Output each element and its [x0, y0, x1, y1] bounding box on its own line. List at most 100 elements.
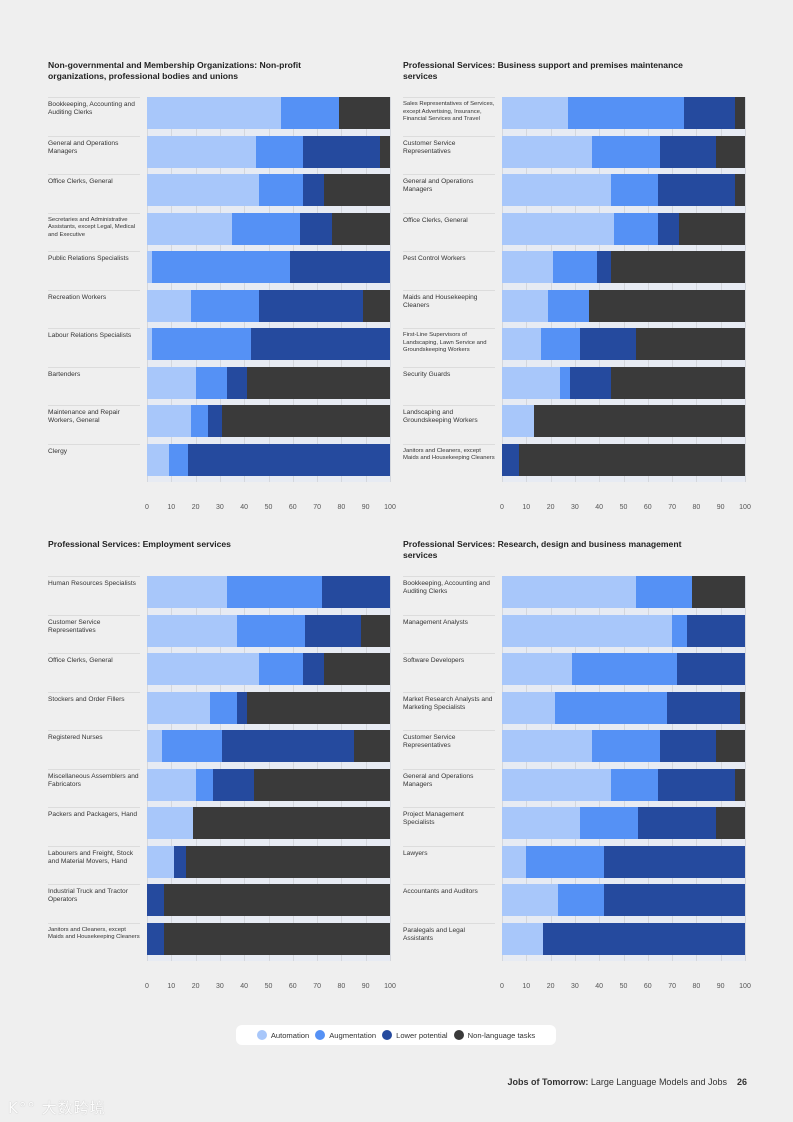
bar-segment-lower-potential	[604, 884, 745, 916]
bar-segment-augmentation	[526, 845, 605, 878]
bar-segment-automation	[502, 135, 592, 168]
bar-segment-non-language-tasks	[353, 730, 390, 762]
x-tick-label: 100	[739, 504, 751, 511]
bar-segment-non-language-tasks	[222, 405, 390, 437]
bar-segment-lower-potential	[222, 730, 354, 762]
category-label: Office Clerks, General	[48, 174, 140, 212]
bar-segment-automation	[502, 768, 612, 801]
bar-segment-lower-potential	[207, 405, 223, 437]
x-tick-label: 60	[288, 504, 297, 511]
augmentation-swatch-icon	[315, 1030, 326, 1040]
bar-segment-augmentation	[540, 328, 580, 360]
bar-segment-lower-potential	[659, 135, 716, 168]
bar-segment-lower-potential	[304, 614, 361, 647]
x-tick-label: 60	[643, 983, 652, 990]
bar-segment-non-language-tasks	[363, 289, 390, 322]
bar-segment-lower-potential	[188, 443, 390, 476]
stacked-bar	[502, 768, 745, 801]
bar-segment-lower-potential	[290, 251, 390, 283]
category-label: Janitors and Cleaners, except Maids and …	[48, 922, 140, 961]
category-label: Lawyers	[403, 845, 495, 884]
lower-potential-swatch-icon	[382, 1030, 393, 1040]
bar-segment-augmentation	[195, 366, 228, 399]
bar-segment-lower-potential	[657, 212, 680, 245]
x-tick-label: 30	[215, 504, 224, 511]
bar-segment-augmentation	[151, 251, 291, 283]
category-label: Paralegals and Legal Assistants	[403, 922, 495, 961]
bar-segment-non-language-tasks	[679, 212, 745, 245]
footer-title-bold: Jobs of Tomorrow:	[507, 1077, 589, 1087]
stacked-bar	[147, 614, 390, 647]
stacked-bar	[147, 251, 390, 283]
legend-item-automation: Automation	[256, 1030, 309, 1040]
bar-segment-augmentation	[553, 251, 597, 283]
bar-segment-augmentation	[210, 691, 237, 724]
bar-segment-automation	[147, 328, 152, 360]
x-tick-label: 10	[522, 983, 531, 990]
x-tick-label: 30	[570, 504, 579, 511]
stacked-bar	[502, 922, 745, 955]
bar-segment-automation	[502, 328, 541, 360]
bar-segment-lower-potential	[147, 922, 164, 955]
category-label: Customer Service Representatives	[403, 730, 495, 768]
bar-segment-lower-potential	[657, 174, 736, 206]
category-label: Customer Service Representatives	[403, 135, 495, 174]
bar-segment-automation	[147, 97, 281, 129]
category-label: Bookkeeping, Accounting and Auditing Cle…	[48, 97, 140, 135]
bar-segment-lower-potential	[543, 922, 745, 955]
category-label: Maintenance and Repair Workers, General	[48, 405, 140, 443]
stacked-bar	[502, 884, 745, 916]
bar-segment-non-language-tasks	[519, 443, 745, 476]
gridline	[390, 97, 391, 482]
bar-segment-automation	[147, 730, 162, 762]
bar-segment-automation	[147, 691, 211, 724]
bar-segment-lower-potential	[570, 366, 612, 399]
category-label: Packers and Packagers, Hand	[48, 807, 140, 845]
x-tick-label: 40	[240, 504, 249, 511]
x-tick-label: 0	[145, 504, 149, 511]
bar-segment-non-language-tasks	[246, 366, 390, 399]
bar-segment-augmentation	[195, 768, 213, 801]
non-language-swatch-icon	[453, 1030, 464, 1040]
x-tick-label: 90	[361, 983, 370, 990]
stacked-bar	[147, 443, 390, 476]
bar-segment-non-language-tasks	[246, 691, 390, 724]
bar-segment-non-language-tasks	[164, 922, 390, 955]
bar-segment-augmentation	[635, 576, 692, 608]
x-tick-label: 50	[619, 983, 628, 990]
bar-segment-augmentation	[672, 614, 687, 647]
bar-segment-lower-potential	[638, 807, 716, 839]
bar-segment-automation	[147, 768, 196, 801]
bar-segment-automation	[502, 691, 556, 724]
x-tick-label: 50	[619, 504, 628, 511]
page-footer: Jobs of Tomorrow: Large Language Models …	[508, 1077, 747, 1087]
category-label: Industrial Truck and Tractor Operators	[48, 884, 140, 922]
stacked-bar	[502, 653, 745, 685]
x-tick-label: 10	[167, 983, 176, 990]
chart-title: Professional Services: Research, design …	[403, 539, 682, 560]
x-tick-label: 70	[668, 504, 676, 511]
automation-swatch-icon	[256, 1030, 267, 1040]
x-tick-label: 30	[570, 983, 579, 990]
bar-segment-augmentation	[227, 576, 322, 608]
category-label: Landscaping and Groundskeeping Workers	[403, 405, 495, 443]
gridline	[390, 576, 391, 961]
bar-segment-lower-potential	[147, 884, 164, 916]
bar-segment-lower-potential	[227, 366, 247, 399]
bar-segment-augmentation	[161, 730, 223, 762]
bar-segment-lower-potential	[300, 212, 332, 245]
category-label: Janitors and Cleaners, except Maids and …	[403, 443, 495, 482]
x-tick-label: 70	[668, 983, 676, 990]
stacked-bar	[502, 251, 745, 283]
x-tick-label: 20	[191, 504, 200, 511]
x-tick-label: 20	[546, 504, 555, 511]
category-label: Office Clerks, General	[48, 653, 140, 691]
bar-segment-lower-potential	[659, 730, 716, 762]
stacked-bar	[147, 366, 390, 399]
bar-segment-non-language-tasks	[331, 212, 390, 245]
bar-segment-lower-potential	[173, 845, 186, 878]
category-label: General and Operations Managers	[403, 768, 495, 807]
legend-label: Non-language tasks	[467, 1030, 536, 1040]
bar-segment-automation	[502, 366, 561, 399]
plot-area	[502, 576, 746, 961]
